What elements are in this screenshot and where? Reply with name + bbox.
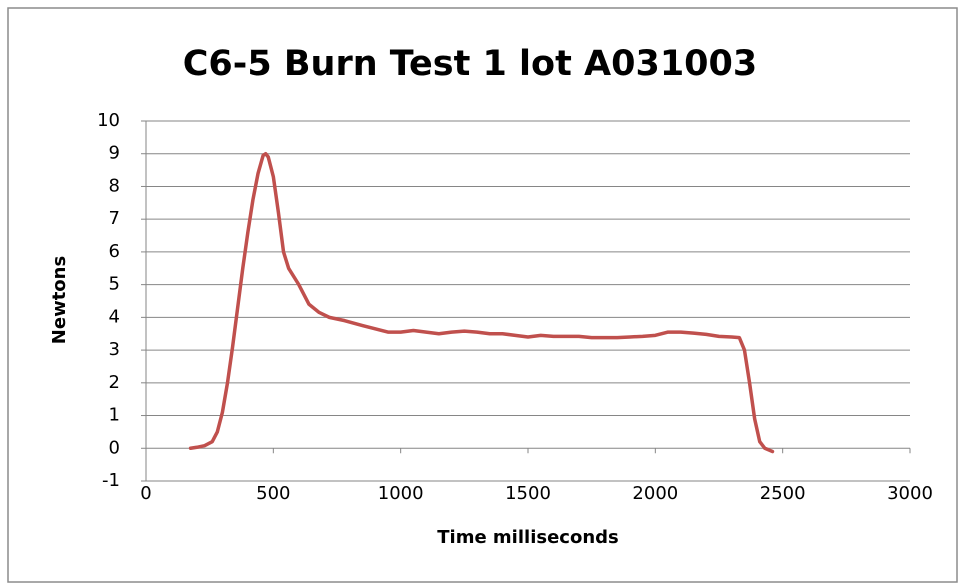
y-tick-label: -1 [102, 470, 120, 491]
x-tick-label: 3000 [887, 483, 933, 504]
y-tick-label: 1 [109, 405, 120, 426]
x-tick-label: 1500 [505, 483, 551, 504]
y-tick-label: 6 [109, 241, 120, 262]
chart-frame [7, 7, 958, 583]
y-tick-label: 9 [109, 143, 120, 164]
x-axis-label: Time milliseconds [437, 527, 619, 548]
data-line [188, 151, 775, 454]
y-tick-label: 4 [109, 306, 120, 327]
y-axis-label: Newtons [49, 256, 70, 344]
y-tick-label: 5 [109, 274, 120, 295]
y-tick-label: 8 [109, 175, 120, 196]
y-tick-label: 10 [97, 110, 120, 131]
y-tick-label: 0 [109, 437, 120, 458]
x-tick-label: 1000 [378, 483, 424, 504]
x-tick-label: 0 [140, 483, 151, 504]
y-tick-label: 2 [109, 372, 120, 393]
chart-title: C6-5 Burn Test 1 lot A031003 [183, 44, 757, 84]
y-tick-label: 3 [109, 339, 120, 360]
x-tick-label: 2500 [760, 483, 806, 504]
y-tick-label: 7 [109, 208, 120, 229]
x-tick-label: 2000 [632, 483, 678, 504]
x-tick-label: 500 [256, 483, 290, 504]
